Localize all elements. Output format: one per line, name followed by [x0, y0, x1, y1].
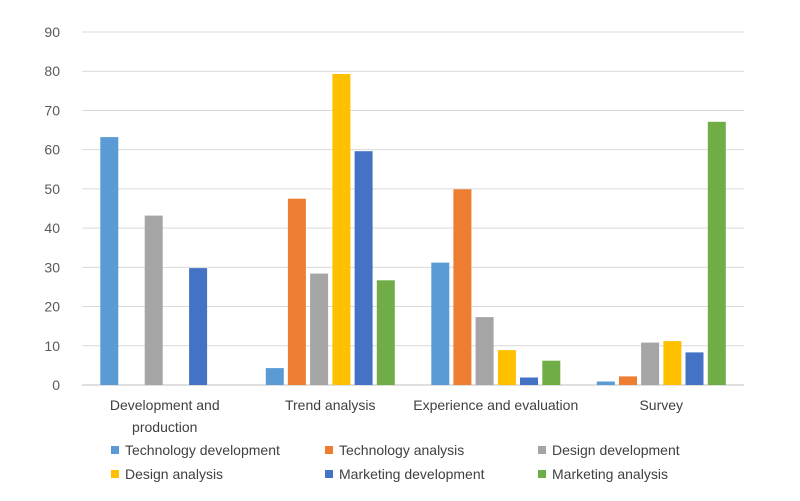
legend-label: Design analysis: [125, 466, 223, 482]
category-label: Survey: [639, 397, 683, 413]
legend-swatch: [111, 446, 119, 454]
y-tick-label: 40: [44, 220, 60, 236]
gridlines: [82, 31, 744, 386]
bar-design-development-0: [144, 215, 163, 385]
bar-marketing-development-2: [520, 377, 538, 385]
legend-label: Technology analysis: [339, 442, 464, 458]
category-label: Development and: [110, 397, 220, 413]
bar-design-analysis-3: [663, 341, 682, 385]
bar-technology-analysis-1: [287, 198, 306, 385]
y-axis-ticks: 0 10 20 30 40 50 60 70 80 90: [44, 24, 60, 393]
bar-marketing-analysis-1: [376, 280, 395, 385]
legend: Technology development Technology analysi…: [111, 442, 680, 482]
bar-design-analysis-2: [497, 350, 516, 385]
bar-technology-development-3: [596, 381, 615, 385]
category-label: Experience and evaluation: [413, 397, 578, 413]
legend-label: Marketing development: [339, 466, 485, 482]
bar-marketing-development-3: [685, 352, 704, 385]
legend-label: Design development: [552, 442, 680, 458]
y-tick-label: 60: [44, 142, 60, 158]
bar-design-development-2: [475, 317, 494, 385]
y-tick-label: 0: [52, 377, 60, 393]
legend-swatch: [325, 470, 333, 478]
bar-design-development-1: [310, 273, 329, 385]
bar-marketing-analysis-2: [542, 360, 561, 385]
legend-swatch: [325, 446, 333, 454]
legend-swatch: [538, 446, 546, 454]
category-label: production: [132, 419, 197, 435]
y-tick-label: 50: [44, 181, 60, 197]
y-tick-label: 90: [44, 24, 60, 40]
bar-marketing-development-0: [189, 268, 208, 385]
bar-technology-development-1: [265, 368, 284, 385]
bar-technology-analysis-3: [619, 376, 637, 385]
category-label: Trend analysis: [285, 397, 376, 413]
legend-swatch: [538, 470, 546, 478]
bar-design-analysis-1: [332, 74, 351, 385]
y-tick-label: 80: [44, 63, 60, 79]
x-axis-categories: Development and production Trend analysis E…: [110, 397, 683, 435]
bar-technology-development-0: [100, 137, 119, 385]
bar-technology-analysis-2: [453, 189, 472, 385]
bars: [100, 74, 726, 386]
bar-technology-development-2: [431, 262, 450, 385]
legend-label: Technology development: [125, 442, 280, 458]
bar-marketing-development-1: [354, 151, 373, 385]
y-tick-label: 20: [44, 299, 60, 315]
legend-swatch: [111, 470, 119, 478]
y-tick-label: 30: [44, 259, 60, 275]
y-tick-label: 70: [44, 102, 60, 118]
bar-marketing-analysis-3: [707, 121, 726, 386]
bar-design-development-3: [641, 342, 660, 385]
legend-label: Marketing analysis: [552, 466, 668, 482]
y-tick-label: 10: [44, 338, 60, 354]
